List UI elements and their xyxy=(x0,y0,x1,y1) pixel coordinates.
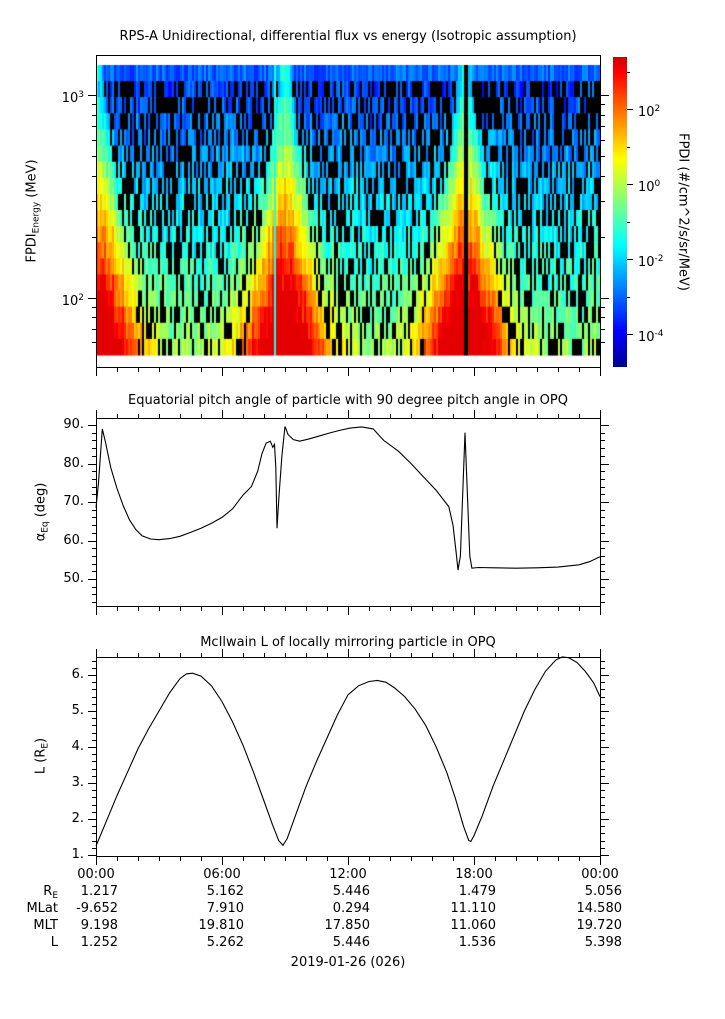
mcilwain-l-ytick-label: 3. xyxy=(71,775,84,790)
ephemeris-value: 5.056 xyxy=(584,884,622,899)
tick-base: 10 xyxy=(61,293,79,309)
colorbar-gradient xyxy=(613,57,627,367)
date-label: 2019-01-26 (026) xyxy=(290,955,406,970)
pitch-angle-title: Equatorial pitch angle of particle with … xyxy=(128,393,568,408)
ephemeris-value: 1.217 xyxy=(80,884,118,899)
ephemeris-value: 17.850 xyxy=(324,918,371,933)
ephemeris-value: 1.252 xyxy=(80,935,118,950)
ephemeris-value: 5.446 xyxy=(332,935,370,950)
label-text: R xyxy=(43,884,53,899)
label-text: (MeV) xyxy=(24,159,40,202)
time-tick-label: 12:00 xyxy=(329,867,367,882)
ephemeris-value: 5.446 xyxy=(332,884,370,899)
colorbar-ticks xyxy=(627,72,633,335)
ephemeris-value: 11.110 xyxy=(450,901,497,916)
tick-base: 10 xyxy=(61,91,79,106)
ephemeris-value: 9.198 xyxy=(80,918,118,933)
tick-base: 10 xyxy=(638,255,655,270)
spectrogram-title: RPS-A Unidirectional, differential flux … xyxy=(119,29,577,44)
ephemeris-row-label: RE xyxy=(8,883,58,901)
ephemeris-row-label: MLat xyxy=(8,900,58,918)
ephemeris-value: 5.398 xyxy=(584,935,622,950)
label-text: MLT xyxy=(33,918,58,933)
ephemeris-value: 19.810 xyxy=(198,918,245,933)
label-text: L xyxy=(50,935,58,950)
tick-base: 10 xyxy=(638,105,655,120)
ephemeris-row-label: L xyxy=(8,934,58,952)
label-text: FPDI xyxy=(24,233,40,263)
time-tick-label: 00:00 xyxy=(581,867,619,882)
ephemeris-value: 19.720 xyxy=(576,918,623,933)
pitch-angle-ytick-label: 70. xyxy=(63,494,84,509)
ephemeris-row-label: MLT xyxy=(8,917,58,935)
mcilwain-l-title: McIlwain L of locally mirroring particle… xyxy=(200,635,496,650)
mcilwain-l-ytick-label: 4. xyxy=(71,739,84,754)
tick-base: 10 xyxy=(638,180,655,195)
colorbar-tick-label: 100 xyxy=(638,175,698,195)
mcilwain-l-ytick-label: 6. xyxy=(71,667,84,682)
spectrogram-y-axis-label: FPDIEnergy (MeV) xyxy=(25,159,42,262)
ephemeris-value: -9.652 xyxy=(76,901,118,916)
ephemeris-value: 5.162 xyxy=(206,884,244,899)
pitch-angle-curve-path xyxy=(95,426,601,571)
ephemeris-value: 11.060 xyxy=(450,918,497,933)
tick-base: 10 xyxy=(638,330,655,345)
label-subscript: E xyxy=(52,891,58,901)
panel-frames xyxy=(96,55,601,857)
axis-ticks xyxy=(88,95,609,865)
time-tick-label: 00:00 xyxy=(77,867,115,882)
ephemeris-value: 1.479 xyxy=(458,884,496,899)
ephemeris-value: 14.580 xyxy=(576,901,623,916)
ephemeris-value: 7.910 xyxy=(206,901,244,916)
pitch-angle-ytick-label: 60. xyxy=(63,532,84,548)
tick-exponent: 3 xyxy=(78,90,84,100)
mcilwain-l-frame xyxy=(96,657,601,857)
spectrogram-frame xyxy=(96,55,601,368)
colorbar-tick-label: 102 xyxy=(638,100,698,120)
mcilwain-l-ytick-label: 5. xyxy=(71,703,84,718)
pitch-angle-curve xyxy=(95,426,601,571)
pitch-angle-frame xyxy=(96,418,601,607)
colorbar-tick-label: 10-4 xyxy=(638,325,698,345)
pitch-angle-ytick-label: 90. xyxy=(63,417,84,432)
mcilwain-l-curve-path xyxy=(95,656,601,847)
mcilwain-l-ytick-label: 1. xyxy=(71,847,84,862)
tick-exponent: 2 xyxy=(654,104,661,114)
pitch-angle-ytick-label: 80. xyxy=(63,455,84,471)
label-text: MLat xyxy=(26,901,58,916)
spectrogram-ytick-label: 103 xyxy=(24,86,84,106)
pitch-angle-ytick-label: 50. xyxy=(63,571,84,586)
ephemeris-value: 5.262 xyxy=(206,935,244,950)
tick-exponent: 2 xyxy=(78,292,84,303)
ephemeris-value: 1.536 xyxy=(458,935,496,950)
tick-exponent: -2 xyxy=(654,254,664,264)
ephemeris-value: 0.294 xyxy=(332,901,370,916)
colorbar-tick-label: 10-2 xyxy=(638,250,698,270)
mcilwain-l-curve xyxy=(95,656,601,847)
time-tick-label: 06:00 xyxy=(203,867,241,882)
tick-exponent: -4 xyxy=(654,329,664,339)
tick-exponent: 0 xyxy=(654,179,661,189)
spectrogram-heatmap xyxy=(96,55,600,367)
label-subscript: Energy xyxy=(31,201,42,234)
mcilwain-l-ytick-label: 2. xyxy=(71,811,84,826)
time-tick-label: 18:00 xyxy=(455,867,493,882)
spectrogram-ytick-label: 102 xyxy=(24,289,84,309)
